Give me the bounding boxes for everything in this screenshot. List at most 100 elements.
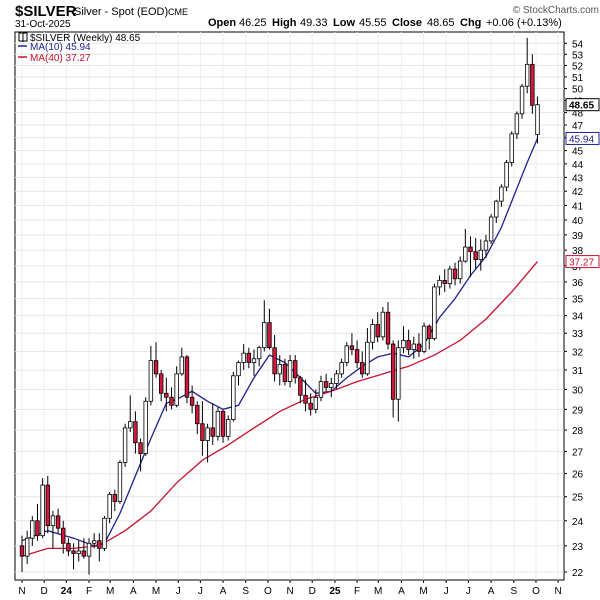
candle-body-up: [504, 162, 509, 188]
candle-week-36: [205, 423, 210, 463]
candle-week-99: [530, 54, 535, 114]
legend-label-price: $SILVER (Weekly) 48.65: [30, 33, 141, 44]
candle-week-81: [437, 275, 442, 296]
candle-body-down: [427, 325, 432, 340]
candle-body-down: [195, 404, 200, 425]
moving-averages: [21, 138, 539, 557]
legend-label-ma10: MA(10) 45.94: [30, 42, 91, 53]
y-tick-label-43: 43: [572, 173, 584, 184]
candle-body-up: [76, 550, 81, 554]
price-tag-label: 45.94: [569, 134, 594, 145]
y-tick-label-39: 39: [572, 231, 584, 242]
x-tick-label-18: M: [419, 586, 427, 597]
candle-body-up: [437, 279, 442, 288]
candle-week-35: [200, 401, 205, 456]
candle-body-down: [164, 392, 169, 398]
candle-body-down: [442, 279, 447, 285]
candle-week-0: [19, 535, 25, 572]
candle-week-49: [272, 335, 277, 382]
candle-week-56: [308, 393, 313, 416]
candle-body-up: [107, 493, 112, 519]
candle-week-42: [236, 360, 241, 386]
candle-week-83: [447, 265, 453, 289]
x-tick-label-13: D: [309, 586, 316, 597]
candle-week-11: [76, 540, 81, 562]
x-tick-label-4: M: [106, 586, 114, 597]
candle-body-up: [313, 396, 319, 410]
candle-body-down: [81, 550, 87, 557]
y-tick-label-31: 31: [572, 366, 584, 377]
candle-week-98: [524, 37, 530, 94]
legend: $SILVER (Weekly) 48.65 MA(10) 45.94 MA(4…: [18, 32, 141, 64]
candle-body-down: [112, 493, 117, 502]
candle-week-48: [267, 308, 272, 350]
candle-body-up: [396, 347, 401, 400]
price-tag-box: [565, 255, 600, 269]
candle-body-up: [225, 419, 231, 437]
y-tick-label-54: 54: [572, 39, 584, 50]
candle-week-91: [488, 214, 494, 245]
candle-body-up: [514, 113, 520, 135]
x-tick-label-15: F: [354, 586, 360, 597]
candle-week-15: [97, 533, 102, 562]
candle-body-up: [509, 133, 514, 163]
candle-week-30: [174, 366, 179, 408]
y-tick-label-52: 52: [572, 61, 584, 72]
candle-week-67: [365, 327, 370, 376]
ma-line-ma40: [21, 261, 538, 557]
price-tag-box: [565, 98, 600, 112]
candle-body-down: [61, 527, 66, 544]
candle-week-16: [102, 515, 107, 551]
candle-week-32: [184, 355, 190, 404]
candle-body-up: [344, 345, 349, 363]
price-tag-2: 37.27: [565, 255, 600, 269]
candle-week-63: [344, 342, 349, 367]
candle-body-up: [205, 427, 210, 442]
candle-body-down: [298, 377, 303, 396]
candle-body-up: [179, 356, 185, 375]
candle-week-89: [478, 239, 483, 271]
candle-week-82: [442, 269, 447, 292]
open-label: Open: [208, 17, 236, 29]
x-tick-label-12: N: [286, 586, 293, 597]
candle-week-90: [483, 234, 489, 258]
candle-body-up: [40, 484, 45, 537]
x-tick-label-23: O: [532, 586, 540, 597]
candle-body-down: [45, 484, 50, 527]
candle-body-up: [256, 347, 262, 360]
candle-body-down: [169, 396, 174, 406]
x-tick-label-0: N: [18, 586, 25, 597]
candle-body-up: [122, 427, 128, 463]
price-tag-1: 45.94: [565, 131, 600, 145]
candle-body-down: [267, 322, 272, 349]
candle-week-7: [55, 508, 61, 534]
x-tick-label-8: J: [198, 586, 203, 597]
y-tick-label-53: 53: [572, 50, 584, 61]
candle-week-57: [313, 389, 319, 414]
candle-week-54: [298, 375, 303, 404]
y-tick-label-44: 44: [572, 160, 584, 171]
candle-week-46: [256, 345, 262, 367]
candle-week-95: [509, 131, 514, 167]
low-label: Low: [333, 17, 355, 29]
y-tick-label-28: 28: [572, 426, 584, 437]
candle-body-up: [117, 462, 123, 502]
candle-week-5: [45, 475, 50, 534]
candle-body-up: [463, 246, 468, 262]
candle-week-21: [128, 395, 133, 433]
candle-body-up: [535, 104, 540, 135]
x-tick-label-10: S: [242, 586, 249, 597]
candle-week-40: [225, 415, 231, 441]
candle-body-down: [55, 515, 61, 529]
candle-week-1: [24, 530, 30, 565]
price-tag-0: 48.65: [565, 98, 600, 112]
gridlines: [15, 32, 564, 580]
candle-body-up: [370, 323, 375, 343]
legend-label-ma40: MA(40) 37.27: [30, 53, 91, 64]
candle-body-up: [401, 340, 406, 349]
chg-label: Chg: [460, 17, 481, 29]
candle-body-up: [478, 249, 483, 260]
x-tick-label-2: 24: [61, 586, 73, 597]
candle-week-76: [411, 336, 416, 359]
candle-week-66: [360, 351, 365, 378]
